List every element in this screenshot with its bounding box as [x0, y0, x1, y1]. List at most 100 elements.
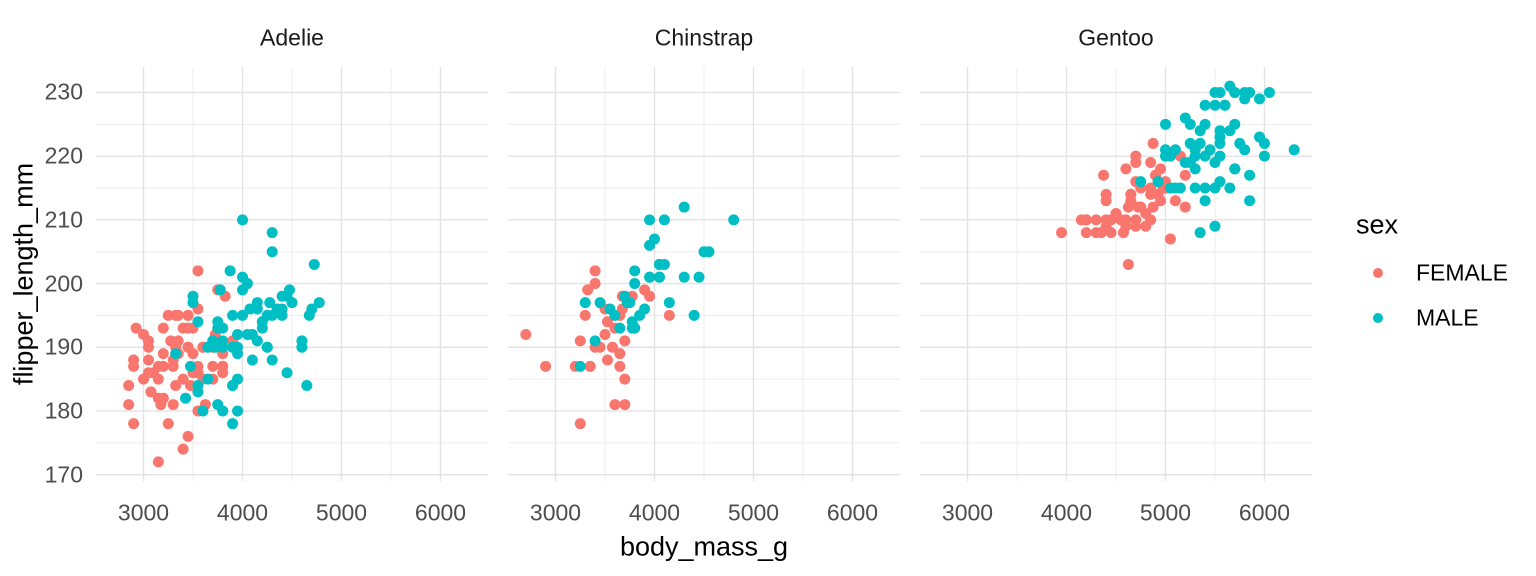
data-point-male: [192, 379, 204, 391]
data-point-male: [217, 405, 229, 417]
data-point-female: [1125, 195, 1137, 207]
x-tick-label: 6000: [1238, 499, 1291, 526]
data-point-male: [284, 284, 296, 296]
y-tick-label: 230: [44, 78, 83, 105]
y-tick-label: 180: [44, 397, 83, 424]
data-point-female: [619, 399, 631, 411]
data-point-female: [128, 418, 140, 430]
data-point-female: [1120, 163, 1132, 175]
data-point-male: [634, 309, 646, 321]
data-point-male: [308, 258, 320, 270]
data-point-female: [217, 360, 229, 372]
x-tick-label: 4000: [1040, 499, 1093, 526]
data-point-female: [1145, 182, 1157, 194]
data-point-male: [1229, 163, 1241, 175]
data-point-male: [594, 297, 606, 309]
data-point-female: [187, 348, 199, 360]
data-point-male: [214, 284, 226, 296]
data-point-female: [574, 418, 586, 430]
x-tick-label: 5000: [1139, 499, 1192, 526]
data-point-female: [123, 379, 135, 391]
data-point-male: [678, 201, 690, 213]
data-point-female: [1179, 201, 1191, 213]
data-point-male: [281, 367, 293, 379]
data-point-female: [128, 354, 140, 366]
y-tick-label: 200: [44, 270, 83, 297]
data-point-female: [1122, 258, 1134, 270]
x-tick-label: 6000: [826, 499, 879, 526]
data-point-female: [1135, 201, 1147, 213]
data-point-female: [142, 367, 154, 379]
data-point-male: [266, 246, 278, 258]
data-point-male: [653, 271, 665, 283]
data-point-female: [1145, 214, 1157, 226]
data-point-male: [663, 297, 675, 309]
data-point-female: [1056, 227, 1068, 239]
data-point-male: [227, 341, 239, 353]
data-point-male: [237, 214, 249, 226]
data-point-female: [157, 348, 169, 360]
data-point-male: [626, 322, 638, 334]
data-point-female: [130, 322, 142, 334]
data-point-female: [138, 329, 150, 341]
data-point-male: [266, 227, 278, 239]
data-point-male: [261, 341, 273, 353]
data-point-male: [1199, 195, 1211, 207]
data-point-male: [1184, 118, 1196, 130]
data-point-female: [152, 456, 164, 468]
x-axis-title: body_mass_g: [619, 531, 789, 562]
data-point-female: [207, 360, 219, 372]
data-point-female: [1145, 157, 1157, 169]
x-tick-label: 4000: [628, 499, 681, 526]
legend-key-female: [1373, 268, 1383, 278]
data-point-female: [1147, 201, 1159, 213]
data-point-male: [246, 329, 258, 341]
data-point-male: [1229, 86, 1241, 98]
data-point-female: [1090, 227, 1102, 239]
data-point-male: [1152, 176, 1164, 188]
data-point-male: [237, 284, 249, 296]
data-point-female: [1080, 227, 1092, 239]
data-point-female: [601, 316, 613, 328]
data-point-male: [1189, 163, 1201, 175]
legend-entry-label: FEMALE: [1416, 259, 1509, 286]
data-point-male: [1209, 86, 1221, 98]
data-point-male: [1258, 137, 1270, 149]
data-point-male: [301, 379, 313, 391]
data-point-male: [1254, 93, 1266, 105]
data-point-female: [123, 399, 135, 411]
data-point-female: [177, 373, 189, 385]
data-point-female: [157, 322, 169, 334]
data-point-female: [1130, 150, 1142, 162]
data-point-male: [1194, 227, 1206, 239]
data-point-male: [246, 354, 258, 366]
data-point-male: [1258, 150, 1270, 162]
data-point-male: [1199, 99, 1211, 111]
data-point-male: [296, 335, 308, 347]
x-tick-label: 3000: [117, 499, 170, 526]
data-point-female: [540, 360, 552, 372]
data-point-male: [224, 265, 236, 277]
data-point-male: [1244, 169, 1256, 181]
y-tick-label: 170: [44, 461, 83, 488]
y-tick-label: 190: [44, 333, 83, 360]
data-point-male: [192, 316, 204, 328]
x-tick-label: 4000: [216, 499, 269, 526]
data-point-female: [182, 309, 194, 321]
data-point-male: [574, 360, 586, 372]
data-point-female: [172, 309, 184, 321]
data-point-male: [629, 265, 641, 277]
data-point-female: [589, 278, 601, 290]
data-point-male: [1189, 182, 1201, 194]
data-point-male: [256, 322, 268, 334]
data-point-male: [1189, 144, 1201, 156]
data-point-male: [678, 271, 690, 283]
data-point-male: [1169, 182, 1181, 194]
data-point-male: [1209, 157, 1221, 169]
data-point-female: [1164, 233, 1176, 245]
data-point-male: [197, 405, 209, 417]
data-point-female: [606, 341, 618, 353]
data-point-male: [1214, 131, 1226, 143]
data-point-male: [1135, 176, 1147, 188]
data-point-male: [1288, 144, 1300, 156]
